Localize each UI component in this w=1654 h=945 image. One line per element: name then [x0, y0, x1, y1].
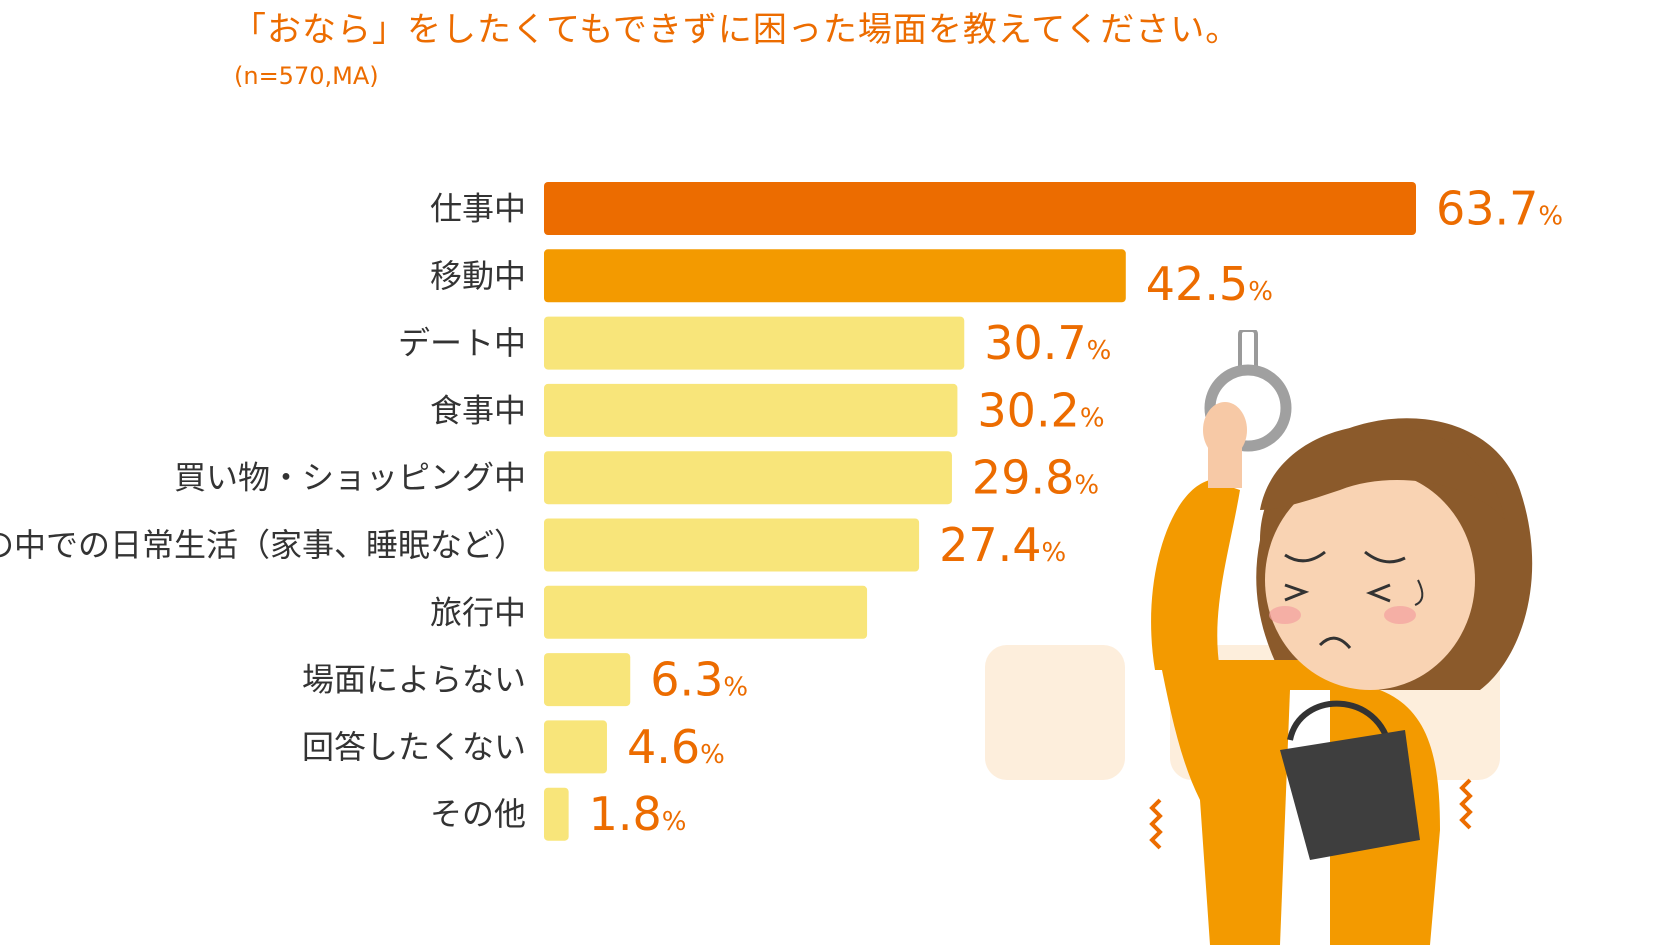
data-label-unit: %: [1248, 277, 1273, 307]
data-label-unit: %: [1042, 538, 1067, 568]
mouth: [1318, 636, 1352, 649]
data-label-unit: %: [700, 740, 725, 770]
bag-strap: [1287, 700, 1393, 751]
category-label: 家の中での日常生活（家事、睡眠など）: [0, 526, 526, 564]
bar: [544, 249, 1126, 303]
data-label: 30.7%: [984, 316, 1111, 370]
category-label: その他: [430, 795, 526, 833]
chart-title: 「おなら」をしたくてもできずに困った場面を教えてください。: [232, 10, 1241, 50]
eyebrow-left: [1284, 550, 1326, 563]
eye-left: [1284, 583, 1310, 602]
data-label: 1.8%: [589, 787, 687, 841]
category-label: 旅行中: [430, 593, 526, 631]
data-label-value: 42.5: [1146, 257, 1248, 311]
category-label: 仕事中: [430, 190, 526, 228]
strap-ring: [1204, 364, 1292, 452]
bar: [544, 787, 569, 841]
bar: [544, 585, 868, 639]
eye-right: [1365, 583, 1391, 603]
cheek-right: [1384, 606, 1416, 624]
data-label-unit: %: [1087, 336, 1112, 366]
data-label-value: 4.6: [627, 720, 700, 774]
data-label-value: 30.2: [977, 383, 1079, 437]
hand: [1203, 402, 1247, 458]
bar: [544, 653, 631, 707]
data-label: 30.2%: [977, 383, 1104, 437]
data-label: 63.7%: [1436, 182, 1563, 236]
data-label-unit: %: [1538, 202, 1563, 232]
data-label-unit: %: [662, 807, 687, 837]
bar: [544, 316, 965, 370]
hair-front: [1260, 425, 1505, 520]
data-label-unit: %: [723, 673, 748, 703]
woman-holding-strap-icon: [985, 330, 1533, 945]
chart-subtitle: (n=570,MA): [234, 62, 379, 90]
bar: [544, 720, 607, 774]
data-label-value: 1.8: [589, 787, 662, 841]
category-label: 移動中: [430, 257, 526, 295]
category-label: 買い物・ショッピング中: [174, 459, 526, 497]
bar: [544, 182, 1416, 235]
shake-mark-right: [1459, 778, 1473, 830]
wrist: [1208, 448, 1242, 488]
data-label-value: 63.7: [1436, 182, 1538, 236]
shake-mark-left: [1149, 798, 1163, 850]
raised-arm: [1151, 480, 1240, 670]
data-label-value: 27.4: [939, 518, 1041, 572]
bar: [544, 383, 958, 437]
seat-background-left: [985, 645, 1125, 780]
bag: [1280, 730, 1420, 860]
bar: [544, 518, 920, 572]
data-label: 4.6%: [627, 720, 725, 774]
data-label: 6.3%: [650, 653, 748, 707]
data-label-value: 29.8: [972, 451, 1074, 505]
bar: [544, 451, 952, 505]
category-label: 回答したくない: [302, 728, 526, 766]
data-label-value: 30.7: [984, 316, 1086, 370]
data-label-unit: %: [1074, 471, 1099, 501]
data-label: 29.8%: [972, 451, 1099, 505]
face: [1265, 470, 1475, 690]
category-label: 食事中: [430, 391, 526, 429]
category-label: デート中: [398, 324, 526, 362]
data-label-unit: %: [1080, 403, 1105, 433]
data-label: 27.4%: [939, 518, 1066, 572]
category-label: 場面によらない: [302, 661, 526, 699]
cheek-left: [1269, 606, 1301, 624]
bars-layer: 仕事中 63.7% 移動中 42.5% デート中 30.7% 食事中 30.2% 買い物・ショッ…: [0, 182, 1563, 842]
sweat-drop: [1414, 579, 1424, 606]
data-label-value: 6.3: [650, 653, 723, 707]
eyebrow-right: [1364, 550, 1406, 564]
data-label: 42.5%: [1146, 257, 1273, 311]
